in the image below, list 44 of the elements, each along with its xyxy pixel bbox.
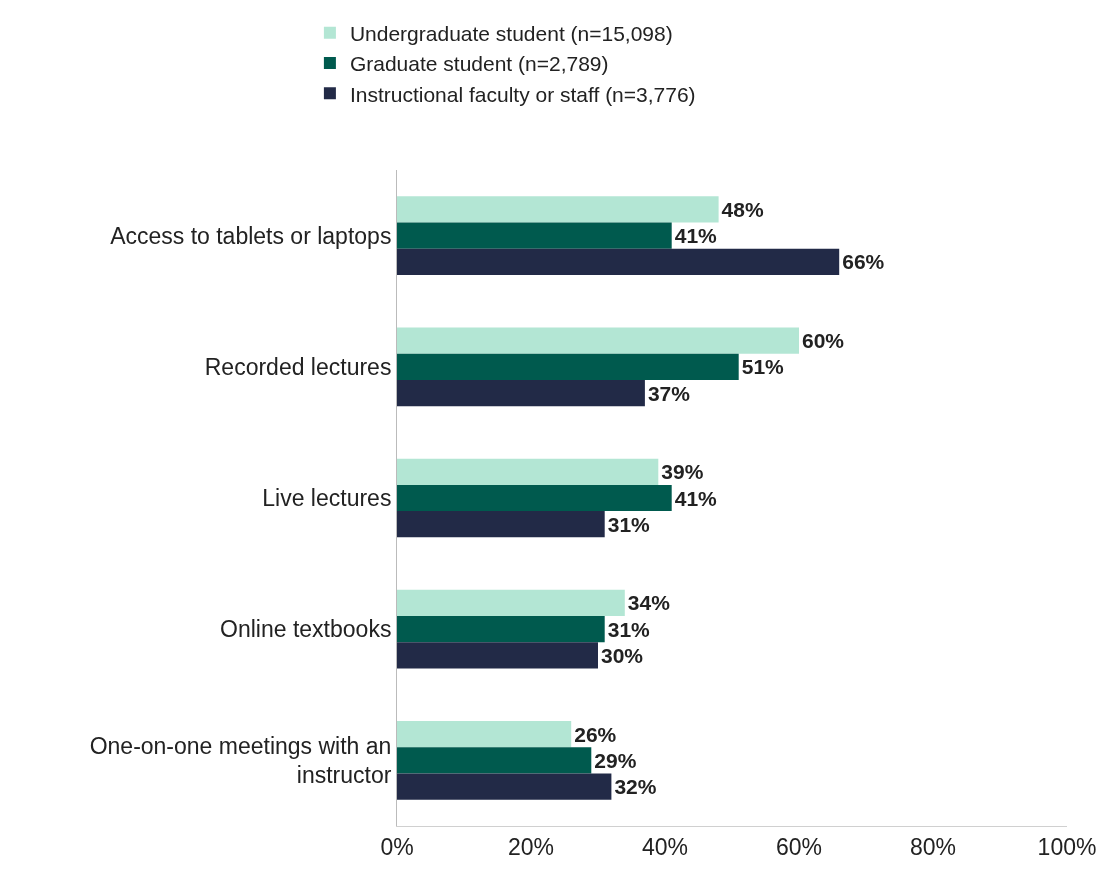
x-tick-label: 40%: [641, 833, 689, 860]
x-tick-label: 100%: [1037, 833, 1097, 860]
bar: [397, 511, 605, 538]
data-label: 34%: [627, 591, 671, 615]
data-label: 30%: [601, 643, 644, 667]
x-tick-label: 60%: [775, 833, 823, 860]
bar: [397, 222, 672, 249]
y-tick-label: One-on-one meetings with an instructor: [89, 732, 392, 789]
y-tick-label: Access to tablets or laptops: [110, 222, 392, 249]
data-label: 60%: [802, 329, 845, 353]
bar: [397, 747, 592, 774]
bar: [397, 616, 605, 643]
x-tick-label: 20%: [507, 833, 555, 860]
data-label: 31%: [607, 512, 651, 536]
bar: [397, 773, 612, 800]
data-label: 37%: [647, 381, 691, 405]
bar: [397, 589, 625, 617]
bar: [397, 458, 659, 485]
data-label: 39%: [661, 460, 704, 484]
bar: [397, 721, 572, 748]
data-label: 26%: [574, 722, 617, 746]
y-tick-label: Recorded lectures: [204, 353, 392, 380]
x-tick-label: 0%: [380, 833, 414, 860]
data-label: 51%: [741, 355, 785, 379]
bar: [397, 484, 672, 512]
legend-label: Undergraduate student (n=15,098): [349, 21, 673, 45]
data-label: 31%: [607, 617, 651, 641]
data-label: 41%: [674, 486, 718, 510]
bar: [397, 248, 840, 275]
data-label: 48%: [721, 197, 764, 221]
bar: [397, 379, 645, 407]
data-label: 41%: [674, 224, 718, 248]
y-tick-label: Online textbooks: [220, 616, 392, 643]
data-label: 32%: [614, 775, 657, 799]
bar: [397, 196, 719, 223]
x-tick-label: 80%: [909, 833, 957, 860]
data-label: 66%: [842, 250, 885, 274]
bar: [397, 642, 598, 669]
bar: [397, 327, 799, 354]
bar: [397, 353, 739, 380]
legend-label: Graduate student (n=2,789): [349, 52, 609, 76]
y-tick-label: Live lectures: [262, 485, 392, 512]
data-label: 29%: [594, 748, 637, 772]
legend-label: Instructional faculty or staff (n=3,776): [349, 82, 696, 106]
